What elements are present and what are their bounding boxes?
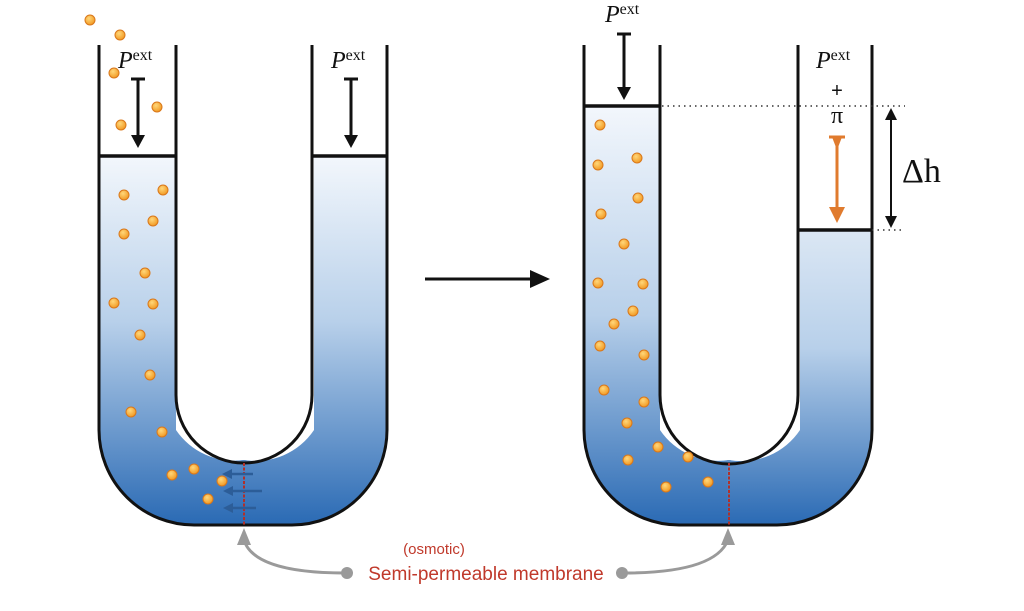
membrane-label: Semi-permeable membrane	[368, 564, 604, 585]
left-particles	[84, 14, 228, 505]
right-u-tube: Pext Pext + π Δh	[582, 1, 941, 527]
left-tube-solvent	[236, 155, 387, 525]
p-ext-label-1: Pext	[117, 47, 153, 74]
membrane-callout: (osmotic) Semi-permeable membrane	[237, 528, 735, 585]
right-tube-inner-wall	[658, 45, 800, 466]
left-tube-inner-wall	[174, 45, 314, 465]
right-tube-solution	[584, 105, 731, 525]
pressure-arrow-left-b	[344, 77, 358, 148]
pressure-arrow-right-a	[617, 32, 631, 100]
osmotic-label: (osmotic)	[403, 541, 465, 558]
right-particles	[592, 119, 714, 493]
left-tube-outer-wall	[97, 45, 389, 527]
osmotic-pressure-arrow	[829, 135, 845, 223]
process-arrow	[425, 270, 550, 288]
right-tube-solvent	[727, 230, 872, 525]
p-ext-label-3: Pext	[604, 1, 640, 28]
delta-h-arrow	[885, 108, 897, 228]
p-ext-label-2: Pext	[330, 47, 366, 74]
pressure-arrow-left-a	[131, 77, 145, 148]
delta-h-label: Δh	[902, 153, 941, 190]
plus-label: +	[831, 80, 843, 102]
p-ext-label-4: Pext	[815, 47, 851, 74]
right-tube-outer-wall	[582, 45, 874, 527]
left-u-tube: Pext Pext	[84, 14, 389, 527]
pi-label: π	[831, 103, 843, 129]
